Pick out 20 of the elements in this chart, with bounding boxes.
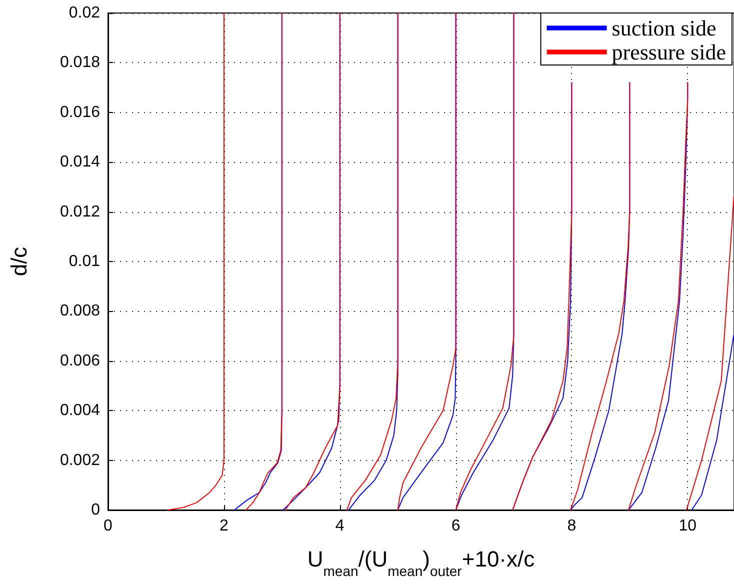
x-tick-label: 10 (678, 518, 697, 534)
y-tick-label: 0.02 (68, 4, 100, 22)
x-tick-label: 2 (219, 518, 228, 534)
y-tick-label: 0.002 (60, 452, 100, 469)
y-tick-label: 0.012 (60, 203, 100, 220)
x-tick-label: 0 (104, 518, 113, 534)
legend-label: pressure side (612, 40, 726, 64)
y-tick-label: 0.006 (60, 352, 100, 370)
x-tick-label: 4 (335, 518, 344, 534)
y-tick-label: 0.01 (68, 253, 100, 270)
y-tick-label: 0.008 (60, 302, 100, 320)
y-tick-label: 0.018 (60, 54, 100, 72)
y-tick-label: 0.014 (60, 154, 100, 171)
y-tick-label: 0 (91, 502, 100, 518)
legend-label: suction side (612, 16, 716, 40)
y-tick-label: 0.004 (60, 402, 100, 420)
x-tick-label: 6 (451, 518, 460, 534)
y-axis-title: d/c (6, 246, 32, 276)
y-tick-label: 0.016 (60, 104, 100, 121)
x-tick-label: 8 (567, 518, 576, 534)
